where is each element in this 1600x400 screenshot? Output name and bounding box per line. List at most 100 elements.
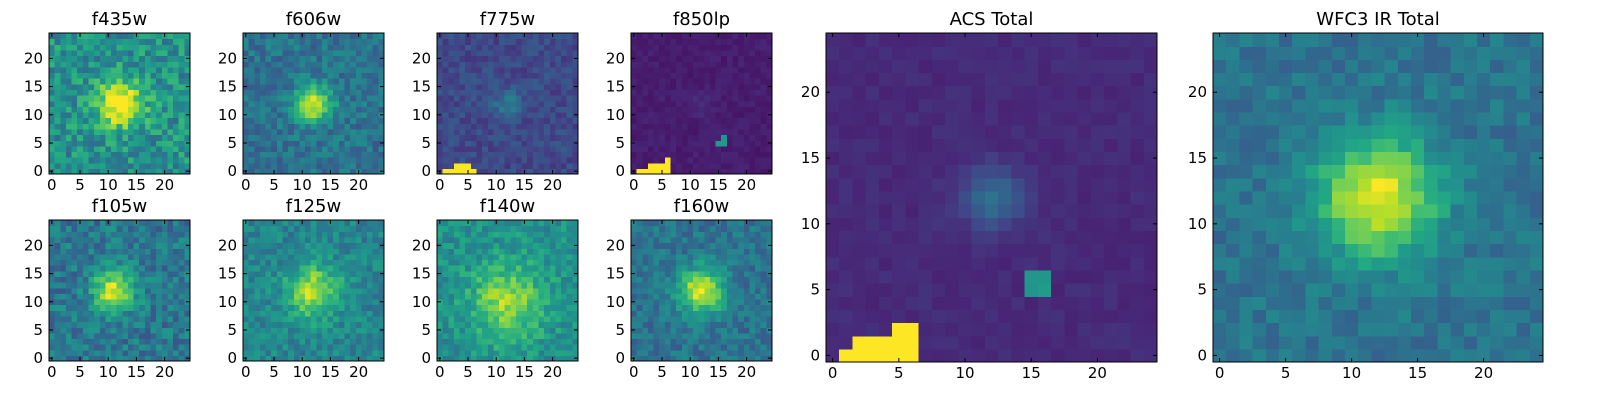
heatmap-cell	[878, 309, 893, 324]
heatmap-cell	[350, 327, 357, 334]
heatmap-cell	[178, 151, 185, 158]
heatmap-cell	[839, 59, 854, 74]
heatmap-cell	[372, 145, 379, 153]
x-tick-label: 20	[155, 176, 174, 194]
heatmap-cell	[161, 162, 169, 169]
heatmap-cell	[1226, 309, 1240, 324]
heatmap-cell	[709, 168, 717, 175]
heatmap-cell	[544, 61, 551, 68]
heatmap-cell	[150, 332, 157, 340]
heatmap-cell	[1331, 46, 1346, 60]
heatmap-cell	[1318, 33, 1333, 47]
heatmap-cell	[99, 225, 106, 232]
heatmap-cell	[338, 117, 346, 124]
heatmap-cell	[670, 140, 677, 147]
heatmap-cell	[173, 44, 180, 51]
heatmap-cell	[670, 157, 677, 164]
heatmap-cell	[1077, 151, 1092, 166]
heatmap-cell	[1437, 283, 1452, 297]
heatmap-cell	[178, 231, 185, 238]
heatmap-cell	[998, 283, 1012, 297]
heatmap-cell	[378, 72, 385, 79]
heatmap-cell	[248, 162, 255, 169]
heatmap-cell	[338, 145, 346, 153]
heatmap-cell	[54, 338, 61, 345]
heatmap-cell	[1424, 230, 1438, 245]
heatmap-cell	[299, 276, 306, 283]
heatmap-cell	[167, 287, 174, 294]
heatmap-cell	[538, 95, 545, 102]
heatmap-cell	[321, 355, 329, 362]
heatmap-cell	[1384, 59, 1399, 74]
heatmap-cell	[271, 349, 278, 356]
heatmap-cell	[755, 89, 762, 96]
heatmap-cell	[670, 83, 677, 90]
heatmap-cell	[265, 128, 272, 136]
heatmap-cell	[338, 44, 346, 51]
heatmap-cell	[122, 355, 129, 362]
heatmap-cell	[1226, 46, 1240, 60]
heatmap-cell	[487, 134, 494, 141]
heatmap-cell	[1529, 111, 1544, 126]
heatmap-cell	[865, 111, 880, 126]
heatmap-cell	[88, 220, 95, 227]
heatmap-cell	[453, 100, 461, 107]
heatmap-cell	[487, 111, 494, 119]
heatmap-cell	[144, 157, 152, 164]
heatmap-cell	[111, 72, 118, 79]
heatmap-cell	[1477, 111, 1491, 126]
heatmap-cell	[1397, 59, 1412, 74]
heatmap-cell	[826, 243, 840, 258]
heatmap-cell	[1318, 59, 1333, 74]
heatmap-cell	[88, 293, 95, 300]
heatmap-cell	[367, 145, 374, 153]
heatmap-cell	[144, 162, 152, 169]
heatmap-cell	[99, 265, 106, 272]
heatmap-cell	[1331, 217, 1346, 231]
heatmap-cell	[1104, 283, 1118, 297]
heatmap-cell	[321, 168, 329, 175]
heatmap-cell	[316, 44, 323, 51]
heatmap-cell	[1265, 164, 1280, 179]
heatmap-cell	[1051, 164, 1065, 179]
heatmap-cell	[984, 296, 999, 310]
heatmap-cell	[1371, 85, 1386, 100]
y-tick-label: 5	[33, 134, 43, 152]
heatmap-cell	[1345, 204, 1359, 218]
heatmap-cell	[173, 145, 180, 153]
heatmap-cell	[453, 95, 461, 102]
heatmap-cell	[105, 95, 112, 102]
heatmap-cell	[1450, 322, 1465, 337]
heatmap-cell	[693, 44, 700, 51]
heatmap-cell	[167, 100, 174, 107]
heatmap-cell	[958, 243, 973, 258]
heatmap-cell	[738, 33, 745, 40]
heatmap-cell	[561, 111, 568, 119]
heatmap-cell	[676, 44, 683, 51]
heatmap-cell	[259, 332, 267, 340]
heatmap-cell	[499, 140, 506, 147]
heatmap-cell	[826, 190, 840, 205]
heatmap-cell	[566, 83, 573, 90]
heatmap-cell	[636, 140, 643, 147]
heatmap-cell	[721, 72, 728, 79]
heatmap-cell	[350, 100, 357, 107]
heatmap-cell	[77, 225, 84, 232]
heatmap-cell	[150, 310, 157, 317]
heatmap-cell	[1130, 85, 1145, 100]
heatmap-cell	[156, 236, 163, 244]
heatmap-cell	[905, 59, 920, 74]
heatmap-cell	[1265, 269, 1280, 284]
heatmap-cell	[139, 298, 146, 306]
y-tick-label: 15	[412, 78, 431, 96]
heatmap-cell	[321, 49, 329, 57]
heatmap-cell	[156, 61, 163, 68]
x-tick-label: 10	[99, 363, 118, 381]
heatmap-cell	[367, 49, 374, 57]
heatmap-cell	[99, 168, 106, 175]
heatmap-cell	[305, 344, 312, 351]
heatmap-cell	[931, 72, 946, 87]
heatmap-cell	[144, 349, 152, 356]
x-tick-label: 15	[127, 176, 146, 194]
